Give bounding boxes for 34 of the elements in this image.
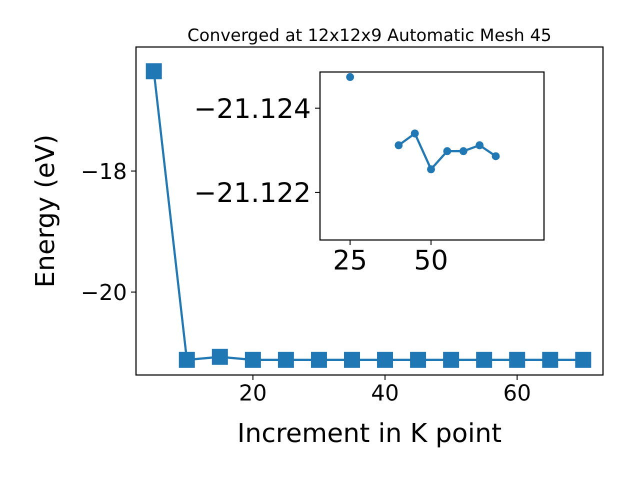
point — [146, 63, 162, 80]
point — [492, 152, 500, 160]
point — [344, 352, 360, 368]
point — [410, 352, 426, 368]
point — [476, 352, 492, 368]
point — [310, 352, 327, 368]
point — [394, 141, 403, 150]
chart-title: Converged at 12x12x9 Automatic Mesh 45 — [187, 26, 552, 46]
point — [178, 352, 195, 368]
point — [244, 352, 261, 368]
point — [443, 352, 460, 368]
x-tick-label: 60 — [503, 382, 532, 407]
x-tick-label: 40 — [371, 382, 400, 407]
point — [575, 352, 592, 368]
point — [476, 141, 484, 150]
x-tick-label: 25 — [332, 246, 368, 277]
point — [410, 129, 419, 138]
point — [212, 348, 228, 365]
x-tick-label: 20 — [238, 382, 267, 407]
x-tick-label: 50 — [414, 246, 448, 277]
point — [459, 147, 468, 156]
point — [509, 352, 526, 368]
point — [278, 352, 294, 368]
point — [346, 73, 354, 82]
y-tick-label: −20 — [80, 281, 127, 306]
x-axis-title: Increment in K point — [237, 419, 502, 449]
y-tick-label: −21.122 — [194, 178, 311, 210]
y-tick-label: −21.124 — [194, 94, 311, 125]
point — [542, 352, 558, 368]
y-tick-label: −18 — [80, 160, 127, 185]
point — [427, 165, 436, 174]
point — [443, 147, 452, 156]
y-axis-title: Energy (eV) — [31, 134, 61, 288]
point — [377, 352, 394, 368]
